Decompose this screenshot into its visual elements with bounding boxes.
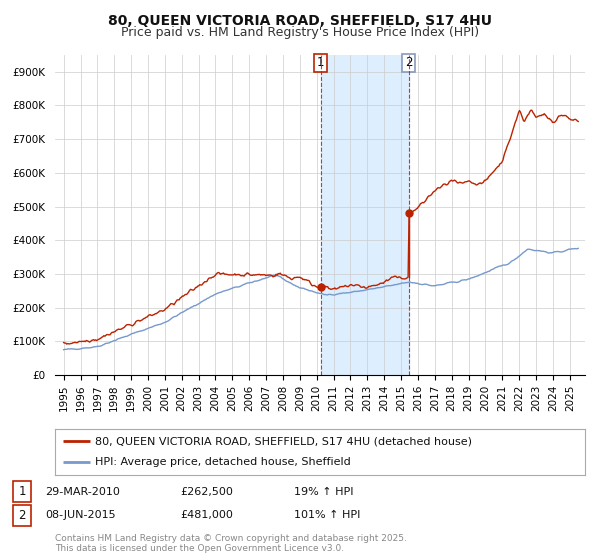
Text: 1: 1 [317, 57, 325, 69]
Text: 2: 2 [405, 57, 412, 69]
Text: £481,000: £481,000 [180, 510, 233, 520]
Text: 80, QUEEN VICTORIA ROAD, SHEFFIELD, S17 4HU (detached house): 80, QUEEN VICTORIA ROAD, SHEFFIELD, S17 … [95, 436, 472, 446]
Text: 1: 1 [19, 485, 26, 498]
Text: 08-JUN-2015: 08-JUN-2015 [45, 510, 116, 520]
Text: 19% ↑ HPI: 19% ↑ HPI [294, 487, 353, 497]
Text: 80, QUEEN VICTORIA ROAD, SHEFFIELD, S17 4HU: 80, QUEEN VICTORIA ROAD, SHEFFIELD, S17 … [108, 14, 492, 28]
Text: Price paid vs. HM Land Registry's House Price Index (HPI): Price paid vs. HM Land Registry's House … [121, 26, 479, 39]
Text: Contains HM Land Registry data © Crown copyright and database right 2025.
This d: Contains HM Land Registry data © Crown c… [55, 534, 407, 553]
Text: £262,500: £262,500 [180, 487, 233, 497]
Text: 29-MAR-2010: 29-MAR-2010 [45, 487, 120, 497]
Text: HPI: Average price, detached house, Sheffield: HPI: Average price, detached house, Shef… [95, 458, 350, 468]
Text: 2: 2 [19, 508, 26, 522]
Text: 101% ↑ HPI: 101% ↑ HPI [294, 510, 361, 520]
Bar [320, 55, 409, 375]
